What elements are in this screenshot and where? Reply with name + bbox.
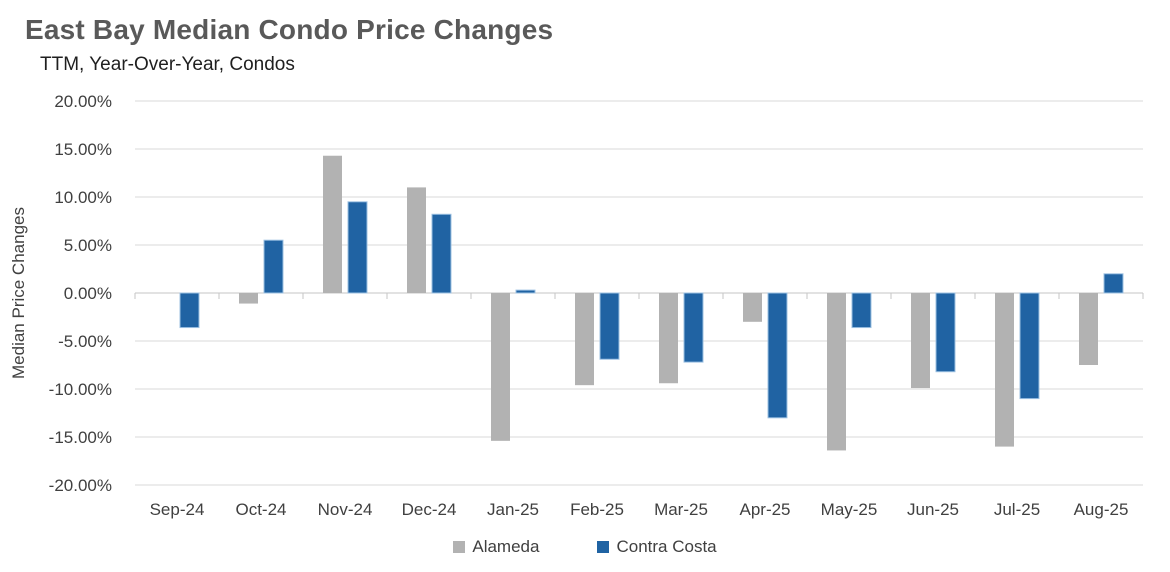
y-tick-label: 5.00%	[64, 236, 112, 255]
y-tick-label: -20.00%	[49, 476, 112, 495]
x-tick-label: Jan-25	[487, 500, 539, 519]
bar-alameda-aug-25	[1079, 293, 1098, 365]
bar-alameda-oct-24	[239, 293, 258, 304]
x-tick-label: Jun-25	[907, 500, 959, 519]
bar-contra-costa-jan-25	[515, 289, 536, 294]
bar-contra-costa-feb-25	[599, 292, 620, 360]
bar-alameda-mar-25	[659, 293, 678, 384]
bar-alameda-apr-25	[743, 293, 762, 322]
legend-label: Contra Costa	[616, 537, 717, 556]
bar-alameda-dec-24	[407, 187, 426, 293]
bar-alameda-jan-25	[491, 293, 510, 441]
y-tick-label: 10.00%	[54, 188, 112, 207]
x-tick-label: Mar-25	[654, 500, 708, 519]
x-tick-label: Oct-24	[235, 500, 286, 519]
bar-contra-costa-may-25	[851, 292, 872, 329]
y-tick-label: 20.00%	[54, 92, 112, 111]
bar-alameda-feb-25	[575, 293, 594, 386]
bar-contra-costa-dec-24	[431, 213, 452, 294]
legend-label: Alameda	[472, 537, 540, 556]
bar-contra-costa-mar-25	[683, 292, 704, 363]
bar-contra-costa-oct-24	[263, 239, 284, 294]
y-tick-label: -5.00%	[58, 332, 112, 351]
bar-alameda-may-25	[827, 293, 846, 451]
legend: Alameda Contra Costa	[0, 537, 1170, 557]
x-tick-label: Apr-25	[739, 500, 790, 519]
bar-alameda-nov-24	[323, 155, 342, 293]
legend-swatch-alameda	[453, 541, 466, 553]
legend-item-contra-costa: Contra Costa	[597, 537, 717, 557]
x-tick-label: May-25	[821, 500, 878, 519]
bar-contra-costa-jun-25	[935, 292, 956, 373]
legend-swatch-contra-costa	[597, 541, 610, 553]
x-tick-label: Nov-24	[318, 500, 373, 519]
x-tick-label: Jul-25	[994, 500, 1040, 519]
legend-item-alameda: Alameda	[453, 537, 539, 557]
x-tick-label: Aug-25	[1074, 500, 1129, 519]
bar-alameda-jul-25	[995, 293, 1014, 447]
chart-title: East Bay Median Condo Price Changes	[25, 14, 554, 45]
x-tick-label: Sep-24	[150, 500, 205, 519]
y-tick-label: 0.00%	[64, 284, 112, 303]
bar-contra-costa-jul-25	[1019, 292, 1040, 400]
bar-contra-costa-apr-25	[767, 292, 788, 419]
bar-alameda-jun-25	[911, 293, 930, 389]
bar-contra-costa-sep-24	[179, 292, 200, 329]
bar-contra-costa-aug-25	[1103, 273, 1124, 294]
y-tick-label: -15.00%	[49, 428, 112, 447]
x-tick-label: Feb-25	[570, 500, 624, 519]
chart-subtitle: TTM, Year-Over-Year, Condos	[40, 54, 295, 75]
x-tick-label: Dec-24	[402, 500, 457, 519]
y-tick-label: 15.00%	[54, 140, 112, 159]
y-tick-label: -10.00%	[49, 380, 112, 399]
bar-contra-costa-nov-24	[347, 201, 368, 294]
